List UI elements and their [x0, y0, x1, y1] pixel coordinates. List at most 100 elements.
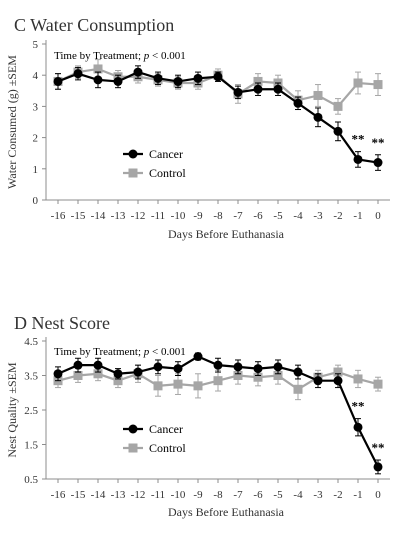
cancer-data-point — [333, 376, 343, 386]
significance-marker: ** — [372, 135, 385, 150]
cancer-data-point — [353, 154, 363, 164]
cancer-data-point — [253, 84, 263, 94]
cancer-data-point — [193, 73, 203, 83]
control-data-point — [333, 101, 343, 111]
control-data-point — [373, 80, 383, 90]
x-tick-label: -9 — [193, 489, 203, 501]
y-tick-label: 4 — [33, 70, 39, 82]
control-data-point — [93, 369, 103, 379]
chart-annotation: Time by Treatment; p < 0.001 — [54, 50, 186, 62]
cancer-data-point — [373, 158, 383, 168]
legend-cancer-label: Cancer — [149, 147, 183, 161]
control-data-point — [173, 379, 183, 389]
cancer-data-point — [73, 69, 83, 79]
cancer-series-line — [57, 70, 379, 164]
chart-title: C Water Consumption — [14, 15, 174, 35]
cancer-data-point — [333, 126, 343, 136]
y-tick-label: 1 — [33, 164, 39, 176]
control-data-point — [353, 374, 363, 384]
y-axis-title: Nest Quality ±SEM — [5, 362, 19, 458]
x-tick-label: 0 — [375, 489, 381, 501]
y-tick-label: 5 — [33, 39, 39, 51]
cancer-data-point — [53, 369, 63, 379]
cancer-data-point — [353, 422, 363, 432]
cancer-data-point — [93, 75, 103, 85]
x-tick-label: -10 — [171, 489, 186, 501]
x-tick-label: -13 — [111, 210, 126, 222]
x-tick-label: -15 — [71, 489, 86, 501]
cancer-data-point — [253, 364, 263, 374]
x-tick-label: -2 — [333, 489, 342, 501]
x-tick-label: -1 — [353, 210, 362, 222]
y-tick-label: 2 — [33, 133, 39, 145]
legend-control-label: Control — [149, 166, 186, 180]
control-data-point — [293, 384, 303, 394]
control-data-point — [313, 90, 323, 100]
y-tick-label: 0.5 — [24, 474, 38, 486]
x-tick-label: -10 — [171, 210, 186, 222]
control-data-point — [233, 371, 243, 380]
legend-control-marker — [128, 168, 138, 178]
chart-annotation: Time by Treatment; p < 0.001 — [54, 346, 186, 358]
cancer-data-point — [53, 76, 63, 86]
x-tick-label: -12 — [131, 210, 146, 222]
control-data-point — [213, 376, 223, 386]
x-tick-label: -4 — [293, 489, 303, 501]
annotation-prefix: Time by Treatment; — [54, 50, 144, 62]
control-data-point — [93, 64, 103, 74]
x-tick-label: -6 — [253, 489, 263, 501]
x-axis-title: Days Before Euthanasia — [168, 505, 285, 519]
cancer-data-point — [373, 462, 383, 472]
x-tick-label: -14 — [91, 210, 106, 222]
x-tick-label: -15 — [71, 210, 86, 222]
cancer-data-point — [193, 352, 203, 362]
control-data-point — [253, 372, 263, 382]
x-tick-label: -16 — [51, 489, 66, 501]
cancer-data-point — [273, 362, 283, 372]
cancer-data-point — [113, 76, 123, 86]
legend-cancer-label: Cancer — [149, 422, 183, 436]
control-data-point — [353, 78, 363, 88]
legend-cancer-marker — [128, 149, 138, 159]
legend-control-label: Control — [149, 441, 186, 455]
x-tick-label: -14 — [91, 489, 106, 501]
annotation-suffix: < 0.001 — [149, 346, 185, 358]
x-tick-label: -11 — [151, 210, 165, 222]
y-tick-label: 2.5 — [24, 405, 38, 417]
control-data-point — [153, 381, 163, 391]
x-tick-label: -5 — [273, 210, 283, 222]
x-tick-label: -5 — [273, 489, 283, 501]
y-tick-label: 3.5 — [24, 371, 38, 383]
cancer-data-point — [133, 367, 143, 377]
cancer-data-point — [153, 73, 163, 83]
significance-marker: ** — [352, 399, 365, 414]
cancer-data-point — [313, 112, 323, 122]
cancer-data-point — [293, 367, 303, 377]
cancer-data-point — [73, 360, 83, 370]
x-tick-label: -7 — [233, 489, 243, 501]
y-tick-label: 0 — [33, 195, 39, 207]
y-tick-label: 3 — [33, 101, 39, 113]
legend-cancer-marker — [128, 424, 138, 434]
x-tick-label: -1 — [353, 489, 362, 501]
legend-control-marker — [128, 443, 138, 453]
significance-marker: ** — [352, 132, 365, 147]
x-tick-label: -16 — [51, 210, 66, 222]
x-axis-title: Days Before Euthanasia — [168, 227, 285, 241]
cancer-data-point — [213, 72, 223, 82]
cancer-data-point — [273, 84, 283, 94]
cancer-data-point — [313, 376, 323, 386]
significance-marker: ** — [372, 440, 385, 455]
control-data-point — [333, 367, 343, 377]
annotation-suffix: < 0.001 — [149, 50, 185, 62]
y-axis-title: Water Consumed (g) ±SEM — [5, 55, 19, 189]
cancer-data-point — [173, 76, 183, 86]
annotation-italic: p — [143, 346, 150, 358]
x-tick-label: -3 — [313, 489, 323, 501]
chart-panel-water-consumption: C Water Consumption Time by Treatment; p … — [5, 15, 390, 241]
cancer-data-point — [113, 369, 123, 379]
cancer-data-point — [93, 360, 103, 370]
y-tick-label: 1.5 — [24, 440, 38, 452]
x-tick-label: -11 — [151, 489, 165, 501]
x-tick-label: -6 — [253, 210, 263, 222]
